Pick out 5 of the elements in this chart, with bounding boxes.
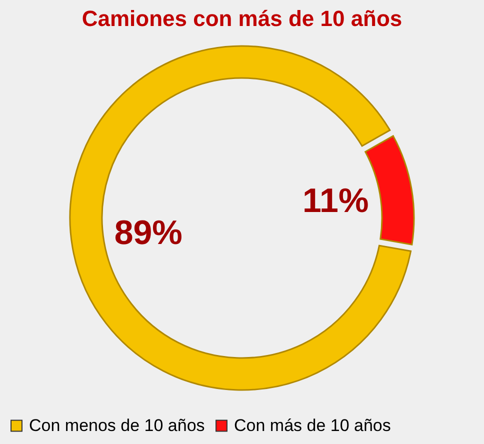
chart-title: Camiones con más de 10 años bbox=[82, 6, 402, 31]
legend-label: Con más de 10 años bbox=[234, 416, 391, 435]
data-label: 89% bbox=[114, 214, 182, 252]
legend-label: Con menos de 10 años bbox=[29, 416, 205, 435]
data-label: 11% bbox=[302, 182, 369, 220]
